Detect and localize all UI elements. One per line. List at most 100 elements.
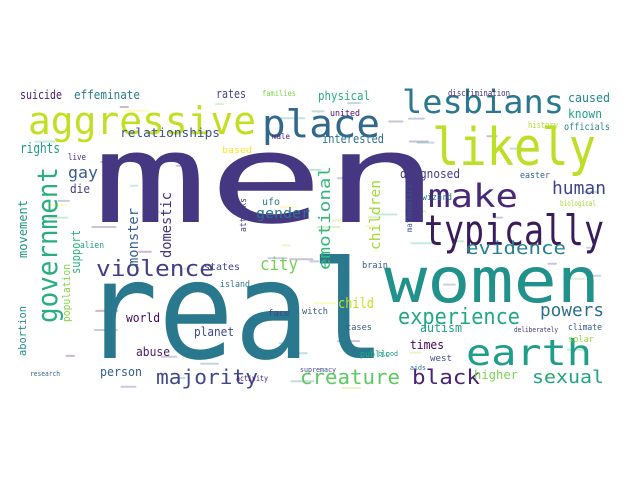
word-island: island: [220, 280, 250, 290]
filler-word-mark: [258, 160, 274, 163]
filler-words: [34, 102, 602, 389]
word-based: based: [222, 146, 252, 156]
filler-word-mark: [452, 240, 465, 243]
filler-word-mark: [587, 274, 602, 277]
filler-word-mark: [336, 177, 351, 180]
word-planet: planet: [194, 325, 234, 339]
filler-word-mark: [509, 147, 524, 150]
word-gay: gay: [68, 163, 98, 182]
word-history: history: [528, 121, 558, 131]
word-face: face: [268, 309, 290, 319]
word-likely: likely: [432, 118, 596, 178]
filler-word-mark: [57, 199, 70, 202]
filler-word-mark: [48, 216, 69, 219]
word-emotional: emotional: [315, 166, 334, 270]
filler-word-mark: [267, 257, 288, 260]
word-effeminate: effeminate: [74, 88, 140, 102]
filler-word-mark: [95, 309, 119, 312]
word-mathematics: mathematics: [405, 184, 414, 232]
filler-word-mark: [215, 103, 225, 106]
filler-word-mark: [547, 262, 557, 265]
word-diagnosed: diagnosed: [400, 167, 460, 181]
filler-word-mark: [311, 110, 325, 113]
filler-word-mark: [175, 164, 198, 167]
filler-word-mark: [179, 321, 203, 324]
filler-word-mark: [407, 117, 425, 120]
word-brain: brain: [362, 261, 388, 271]
filler-word-mark: [306, 168, 322, 171]
word-rates: rates: [216, 87, 246, 101]
filler-word-mark: [286, 313, 301, 315]
word-live: live: [68, 153, 86, 163]
word-climate: climate: [568, 323, 602, 333]
filler-word-mark: [91, 226, 117, 228]
filler-word-mark: [316, 226, 341, 228]
word-world: world: [126, 311, 160, 325]
word-sexual: sexual: [532, 367, 604, 388]
word-witch: witch: [302, 307, 328, 317]
word-families: families: [262, 89, 296, 98]
filler-word-mark: [177, 377, 186, 380]
filler-word-mark: [375, 213, 398, 216]
filler-word-mark: [336, 340, 361, 343]
word-biological: biological: [560, 199, 596, 208]
word-interested: interested: [322, 132, 384, 146]
word-human: human: [552, 178, 606, 199]
filler-word-mark: [313, 302, 336, 305]
filler-word-mark: [543, 374, 559, 377]
filler-word-mark: [493, 216, 504, 219]
filler-word-mark: [34, 140, 56, 143]
word-discrimination: discrimination: [448, 89, 510, 99]
word-violence: violence: [96, 257, 214, 282]
filler-word-mark: [365, 225, 376, 228]
word-typically: typically: [424, 206, 604, 255]
filler-word-mark: [443, 283, 456, 286]
filler-word-mark: [146, 211, 168, 214]
word-higher: higher: [474, 368, 518, 382]
word-aggressive: aggressive: [28, 99, 256, 143]
word-person: person: [100, 365, 142, 379]
filler-word-mark: [342, 192, 354, 195]
filler-word-mark: [367, 216, 381, 219]
word-powers: powers: [540, 300, 604, 321]
filler-word-mark: [160, 355, 178, 358]
word-solar: solar: [568, 335, 595, 345]
word-relationships: relationships: [120, 126, 220, 140]
filler-word-mark: [408, 140, 429, 143]
word-suicide: suicide: [20, 88, 62, 102]
word-earth: earth: [466, 333, 592, 374]
filler-word-mark: [289, 258, 314, 261]
filler-word-mark: [138, 250, 152, 253]
word-deliberately: deliberately: [514, 326, 558, 334]
filler-word-mark: [93, 329, 118, 331]
filler-word-mark: [129, 184, 139, 187]
word-black: black: [412, 365, 480, 389]
word-city: city: [260, 254, 298, 275]
filler-word-mark: [65, 354, 75, 357]
word-die: die: [70, 182, 90, 196]
word-physical: physical: [318, 89, 370, 103]
word-west: west: [430, 354, 452, 364]
filler-word-mark: [410, 242, 435, 245]
word-caused: caused: [568, 91, 610, 105]
filler-word-mark: [182, 199, 197, 201]
filler-word-mark: [289, 352, 308, 355]
filler-word-mark: [128, 289, 141, 291]
word-research: research: [30, 370, 60, 378]
filler-word-mark: [486, 135, 498, 138]
word-blood: blood: [378, 350, 398, 358]
filler-word-mark: [416, 141, 435, 144]
word-ufo: ufo: [262, 197, 280, 208]
filler-word-mark: [583, 190, 600, 193]
filler-word-mark: [388, 120, 404, 123]
word-wizard: wizard: [422, 193, 452, 203]
word-attacks: attacks: [239, 198, 249, 232]
word-domestic: domestic: [159, 192, 175, 258]
filler-word-mark: [302, 217, 311, 220]
word-creature: creature: [300, 365, 400, 389]
filler-word-mark: [586, 246, 595, 249]
word-lesbians: lesbians: [402, 83, 564, 121]
filler-word-mark: [331, 219, 342, 222]
word-evidence: evidence: [466, 238, 566, 259]
